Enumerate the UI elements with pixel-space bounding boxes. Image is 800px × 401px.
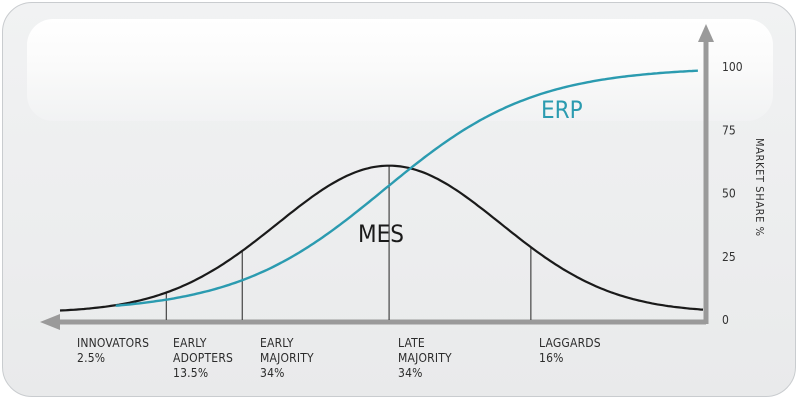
segment-label-early_majority: EARLY MAJORITY 34% [260, 336, 314, 380]
y-tick-label: 50 [722, 187, 736, 201]
segment-label-line: MAJORITY [260, 351, 314, 365]
segment-label-line: 2.5% [77, 351, 105, 365]
mes-curve [59, 164, 704, 312]
segment-labels: INNOVATORS 2.5%EARLY ADOPTERS 13.5%EARLY MAJ… [77, 336, 601, 380]
series-label-mes: MES [358, 220, 404, 248]
y-tick-label: 100 [722, 60, 743, 74]
series-label-erp: ERP [541, 96, 583, 124]
segment-label-line: MAJORITY [398, 351, 452, 365]
curves [59, 69, 704, 312]
segment-label-line: ADOPTERS [173, 351, 233, 365]
y-ticks: 0 25 50 75 100 [722, 60, 743, 327]
segment-label-line: EARLY [260, 336, 294, 350]
segment-label-late_majority: LATE MAJORITY 34% [398, 336, 452, 380]
segment-label-line: 34% [398, 366, 423, 380]
chart-frame [2, 2, 796, 397]
y-axis-label: MARKET SHARE % [753, 138, 766, 237]
y-tick-label: 25 [722, 250, 736, 264]
segment-label-early_adopters: EARLY ADOPTERS 13.5% [173, 336, 233, 380]
segment-label-line: INNOVATORS [77, 336, 149, 350]
axes [40, 24, 714, 330]
segment-label-line: LATE [398, 336, 425, 350]
y-tick-label: 0 [722, 313, 729, 327]
segment-label-laggards: LAGGARDS 16% [539, 336, 601, 365]
y-tick-label: 75 [722, 123, 736, 137]
glossy-header-panel [27, 19, 773, 121]
y-axis-arrow [698, 24, 714, 42]
segment-label-line: 16% [539, 351, 564, 365]
segment-label-line: 13.5% [173, 366, 208, 380]
erp-curve [115, 69, 698, 307]
segment-label-innovators: INNOVATORS 2.5% [77, 336, 149, 365]
segment-label-line: EARLY [173, 336, 207, 350]
segment-dividers [165, 165, 532, 320]
segment-label-line: LAGGARDS [539, 336, 601, 350]
x-axis-arrow [40, 314, 60, 330]
segment-label-line: 34% [260, 366, 285, 380]
